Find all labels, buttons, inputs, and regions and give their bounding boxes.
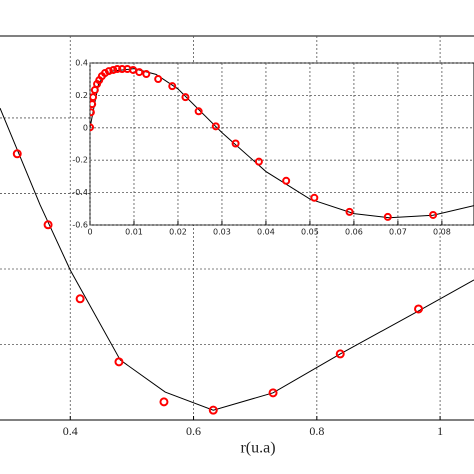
marker <box>90 93 98 102</box>
marker <box>154 75 163 84</box>
marker <box>43 220 53 230</box>
marker <box>414 304 424 314</box>
marker <box>90 108 95 117</box>
plot-area <box>0 107 474 415</box>
marker <box>142 70 151 79</box>
y-tick-label: 0 <box>83 123 88 132</box>
marker <box>114 357 124 367</box>
marker <box>12 149 22 159</box>
x-tick-label: 0.02 <box>169 228 187 237</box>
x-tick-label: 0.4 <box>63 424 78 438</box>
marker <box>135 68 144 77</box>
x-tick-label: 0.07 <box>389 228 407 237</box>
x-tick-label: 0.03 <box>213 228 231 237</box>
marker <box>109 65 118 74</box>
marker <box>211 122 220 131</box>
marker <box>90 123 94 132</box>
x-tick-label: 0.04 <box>257 228 275 237</box>
x-tick-label: 1 <box>437 424 443 438</box>
marker <box>268 388 278 398</box>
x-axis-label: r(u.a) <box>240 440 275 457</box>
x-tick-label: 0.01 <box>125 228 143 237</box>
plot-area <box>90 64 474 221</box>
y-tick-label: 0.4 <box>75 59 88 68</box>
x-tick-label: 0.05 <box>301 228 319 237</box>
y-tick-label: -0.6 <box>72 221 88 230</box>
marker <box>113 64 122 73</box>
marker <box>310 193 319 202</box>
marker <box>383 212 392 221</box>
marker <box>208 405 218 415</box>
marker <box>75 294 85 304</box>
marker <box>168 82 177 91</box>
x-tick-label: 0.6 <box>186 424 201 438</box>
marker <box>181 93 190 102</box>
marker <box>104 67 113 76</box>
line <box>0 107 474 411</box>
marker <box>345 207 354 216</box>
marker <box>90 100 97 109</box>
y-tick-label: -0.4 <box>72 188 88 197</box>
x-tick-label: 0.06 <box>345 228 363 237</box>
marker <box>159 397 169 407</box>
marker <box>231 139 240 148</box>
x-tick-label: 0.8 <box>309 424 324 438</box>
marker <box>335 349 345 359</box>
inset-background <box>89 62 474 226</box>
y-tick-label: 0.2 <box>75 91 88 100</box>
x-tick-label: 0.08 <box>433 228 451 237</box>
x-tick-label: 0 <box>87 228 92 237</box>
marker <box>282 176 291 185</box>
marker <box>194 107 203 116</box>
marker <box>429 210 438 219</box>
y-tick-label: -0.2 <box>72 156 88 165</box>
marker <box>254 157 263 166</box>
